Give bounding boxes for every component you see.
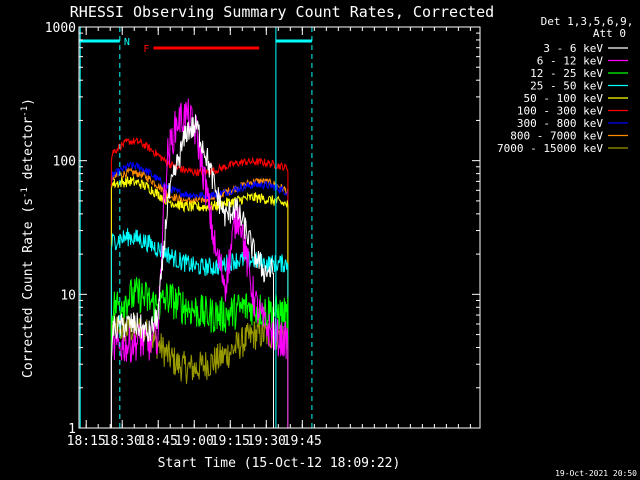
series-line-0: [110, 114, 274, 428]
flag-label-n: N: [124, 37, 130, 48]
x-tick-label: 18:30: [103, 434, 142, 449]
x-tick-label: 19:30: [247, 434, 286, 449]
series-line-7: [110, 166, 289, 428]
plot-frame: [78, 26, 481, 429]
flag-label-f: F: [143, 44, 149, 55]
legend-header-line-1: Det 1,3,5,6,9,: [541, 15, 634, 28]
legend-label-3: 25 - 50 keV: [530, 80, 603, 93]
x-axis-label: Start Time (15-Oct-12 18:09:22): [158, 456, 401, 471]
x-tick-label: 18:45: [139, 434, 178, 449]
series-line-5: [110, 137, 289, 428]
legend-label-8: 7000 - 15000 keV: [497, 142, 603, 155]
series-line-6: [110, 161, 289, 428]
series-line-8: [110, 313, 289, 428]
legend-label-1: 6 - 12 keV: [537, 55, 604, 68]
legend-label-6: 300 - 800 keV: [517, 117, 603, 130]
y-tick-label: 1: [68, 422, 76, 437]
legend-label-7: 800 - 7000 keV: [510, 130, 603, 143]
x-tick-label: 19:45: [283, 434, 322, 449]
legend-header-line-2: Att 0: [593, 27, 626, 40]
legend-label-2: 12 - 25 keV: [530, 67, 603, 80]
x-tick-label: 19:00: [175, 434, 214, 449]
series-line-4: [110, 175, 289, 428]
timestamp-label: 19-Oct-2021 20:50: [555, 469, 637, 478]
y-tick-label: 100: [53, 155, 76, 170]
legend-label-0: 3 - 6 keV: [543, 42, 603, 55]
legend-label-5: 100 - 300 keV: [517, 105, 603, 118]
chart-title: RHESSI Observing Summary Count Rates, Co…: [70, 3, 494, 21]
plot-area: NF: [79, 27, 313, 428]
axes: 1 10 100 1000 18:1518:3018:4519:0019:1519:30…: [45, 21, 481, 449]
legend-label-4: 50 - 100 keV: [524, 92, 604, 105]
x-tick-label: 19:15: [211, 434, 250, 449]
y-tick-label: 10: [60, 288, 76, 303]
x-tick-label: 18:15: [67, 434, 106, 449]
y-tick-label: 1000: [45, 21, 76, 36]
y-axis-label: Corrected Count Rate (s-1 detector-1): [20, 98, 36, 378]
series-line-2: [110, 277, 289, 428]
